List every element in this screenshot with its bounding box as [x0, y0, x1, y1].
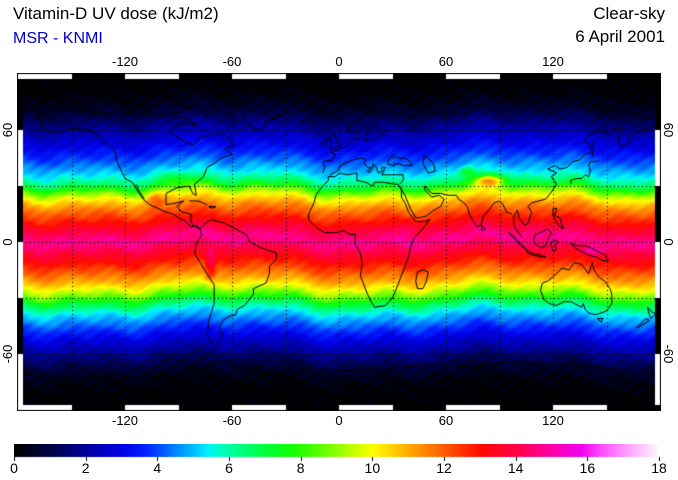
- colorbar-tick-label: 2: [81, 460, 90, 476]
- lat-tick-label: 0: [0, 238, 15, 246]
- lon-tick-label: 120: [542, 54, 564, 69]
- lat-tick-label: 60: [0, 122, 15, 138]
- sky-condition-label: Clear-sky: [593, 4, 665, 23]
- lon-tick-label: 0: [335, 413, 343, 428]
- lon-tick-label: 120: [542, 413, 564, 428]
- lon-tick-label: 60: [438, 54, 454, 69]
- plot-title: Vitamin-D UV dose (kJ/m2): [13, 4, 219, 23]
- colorbar-canvas: [14, 444, 660, 462]
- colorbar-tick-label: 18: [651, 460, 667, 476]
- date-label: 6 April 2001: [575, 27, 665, 46]
- colorbar-tick-label: 4: [153, 460, 162, 476]
- lon-tick-label: -60: [222, 413, 242, 428]
- data-source-label: MSR - KNMI: [13, 30, 103, 47]
- colorbar-tick-label: 8: [296, 460, 305, 476]
- colorbar-tick-label: 16: [579, 460, 596, 476]
- lon-tick-label: 60: [438, 413, 454, 428]
- lat-tick-label: -60: [0, 344, 15, 364]
- lat-tick-label: -60: [661, 344, 676, 364]
- colorbar-tick-label: 12: [436, 460, 452, 476]
- lon-tick-label: -120: [111, 54, 139, 69]
- lat-tick-label: 60: [661, 122, 676, 138]
- colorbar-tick-label: 6: [225, 460, 233, 476]
- lon-tick-label: -120: [111, 413, 139, 428]
- world-map-canvas: [17, 73, 661, 411]
- lon-tick-label: 0: [335, 54, 343, 69]
- colorbar-tick-label: 14: [507, 460, 524, 476]
- colorbar-tick-label: 10: [364, 460, 381, 476]
- colorbar-tick-label: 0: [10, 460, 18, 476]
- lon-tick-label: -60: [222, 54, 242, 69]
- lat-tick-label: 0: [661, 238, 676, 246]
